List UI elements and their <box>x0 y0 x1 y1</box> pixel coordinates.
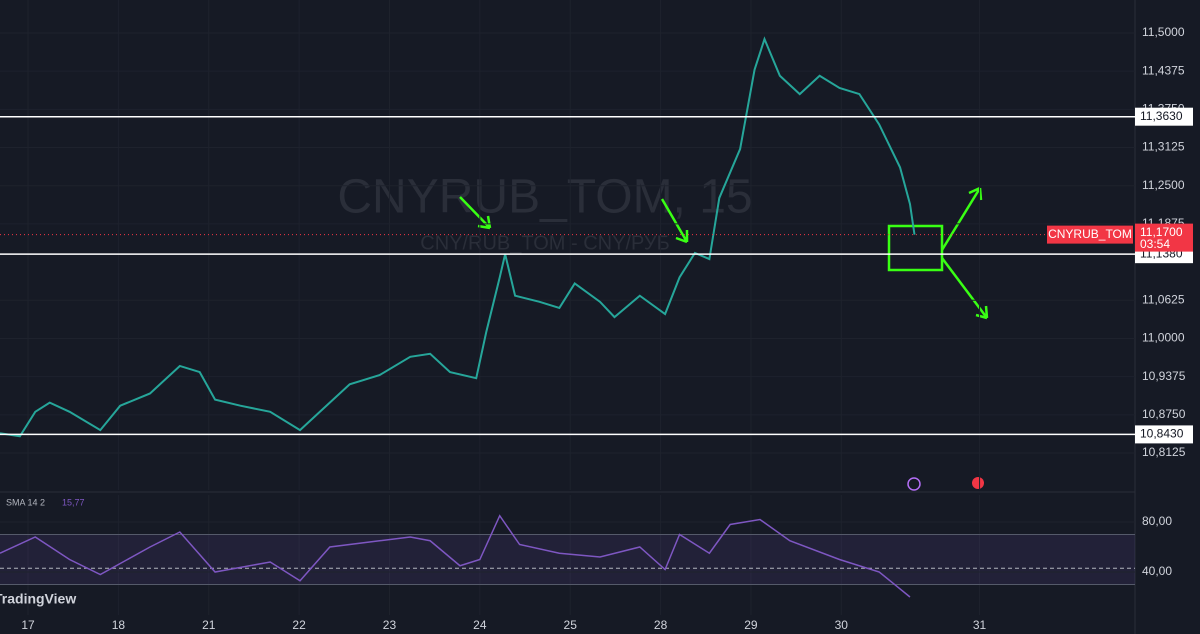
x-tick-label: 25 <box>564 618 578 632</box>
series-line <box>0 36 916 438</box>
x-tick-label: 17 <box>21 618 35 632</box>
last-price-bg <box>1135 223 1193 252</box>
x-tick-label: 22 <box>292 618 306 632</box>
level-label: 11,3630 <box>1140 109 1183 123</box>
indicator-value: 15,77 <box>62 497 85 507</box>
y-tick-label: 10,8125 <box>1142 445 1186 459</box>
event-icon[interactable] <box>907 477 921 491</box>
y-tick-label: 11,0000 <box>1142 331 1185 345</box>
y-tick-label: 11,0625 <box>1142 292 1185 306</box>
y-tick-label: 11,2500 <box>1142 178 1185 192</box>
level-label: 10,8430 <box>1140 427 1184 441</box>
indicator-name: SMA 14 2 <box>6 497 45 507</box>
y-tick-label: 40,00 <box>1142 564 1172 578</box>
watermark-title: CNYRUB_TOM, 15 <box>337 171 752 224</box>
y-tick-label: 10,9375 <box>1142 369 1186 383</box>
x-tick-label: 31 <box>973 618 987 632</box>
last-price-label: 11,1700 <box>1140 225 1183 239</box>
event-icon[interactable] <box>972 477 984 489</box>
y-tick-label: 10,8750 <box>1142 407 1186 421</box>
x-tick-label: 24 <box>473 618 487 632</box>
x-tick-label: 28 <box>654 618 668 632</box>
rsi-band <box>0 534 1135 585</box>
y-tick-label: 80,00 <box>1142 514 1172 528</box>
y-tick-label: 11,3125 <box>1142 140 1185 154</box>
series-line <box>0 514 911 598</box>
annotations <box>459 186 989 320</box>
level-label-bg <box>1135 107 1193 126</box>
watermark-logo: TradingView <box>0 591 76 607</box>
countdown: 03:54 <box>1140 237 1170 251</box>
y-tick-label: 11,4375 <box>1142 63 1185 77</box>
x-tick-label: 18 <box>112 618 126 632</box>
level-label-bg <box>1135 425 1193 444</box>
symbol-tag-bg <box>1047 225 1133 244</box>
x-tick-label: 21 <box>202 618 216 632</box>
y-tick-label: 11,5000 <box>1142 25 1185 39</box>
watermark-subtitle: CNY/RUB_TOM - CNY/РУБ <box>420 232 670 254</box>
x-tick-label: 29 <box>744 618 758 632</box>
x-tick-label: 30 <box>835 618 849 632</box>
x-tick-label: 23 <box>383 618 397 632</box>
symbol-tag: CNYRUB_TOM <box>1048 227 1132 241</box>
